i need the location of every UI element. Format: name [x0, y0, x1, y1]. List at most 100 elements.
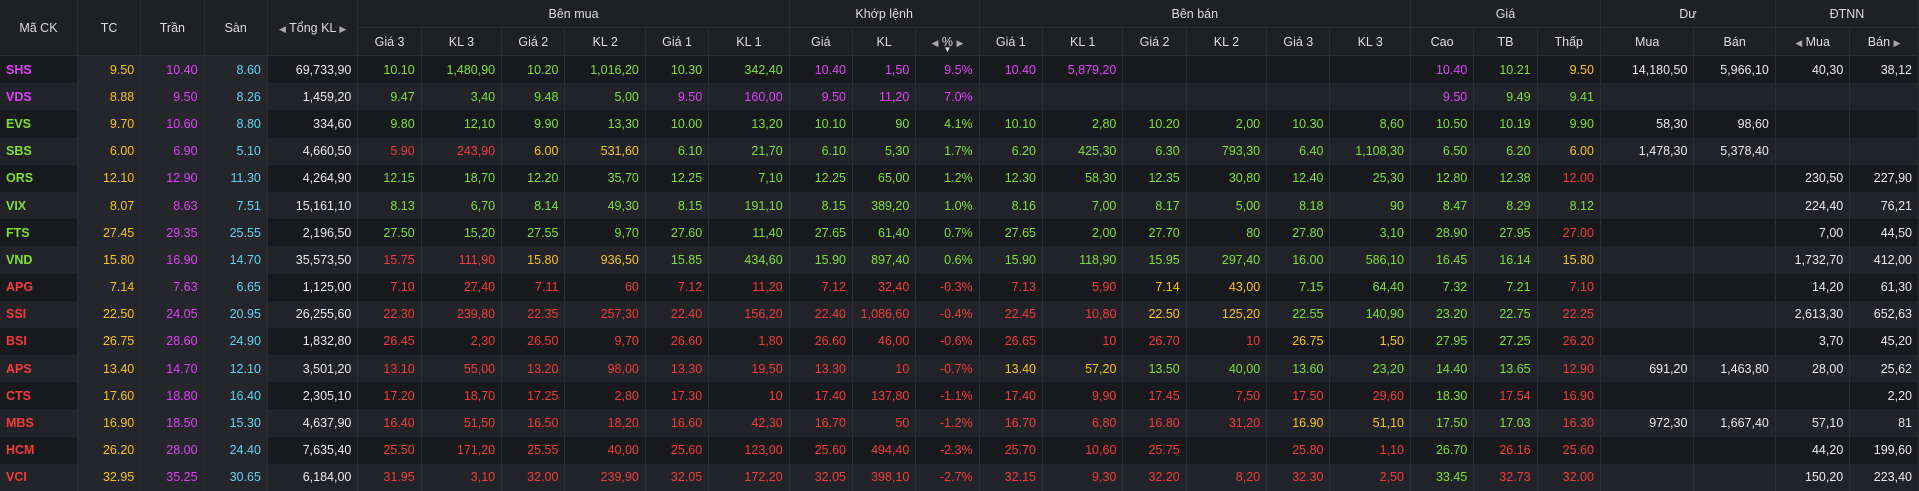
- col-header-sell-gia-3[interactable]: Giá 3: [1267, 28, 1330, 56]
- match-kl-cell: 11,20: [852, 83, 915, 110]
- col-header-buy-gia-2[interactable]: Giá 2: [502, 28, 565, 56]
- symbol-cell[interactable]: ORS: [0, 165, 77, 192]
- symbol-cell[interactable]: VND: [0, 246, 77, 273]
- sell-gia-3-cell: 16.00: [1267, 246, 1330, 273]
- symbol-cell[interactable]: CTS: [0, 382, 77, 409]
- match-gia-cell: 27.65: [789, 219, 852, 246]
- col-header-match-gia[interactable]: Giá: [789, 28, 852, 56]
- match-kl-cell: 10: [852, 355, 915, 382]
- arrow-right-icon[interactable]: ▶: [957, 38, 964, 48]
- col-header-du-mua[interactable]: Mua: [1600, 28, 1694, 56]
- buy-gia-3-cell: 9.47: [358, 83, 421, 110]
- col-header-buy-kl-2[interactable]: KL 2: [565, 28, 645, 56]
- col-header-tran[interactable]: Trần: [141, 0, 204, 56]
- col-header-sell-gia-1[interactable]: Giá 1: [979, 28, 1042, 56]
- symbol-cell[interactable]: VDS: [0, 83, 77, 110]
- sell-kl-3-cell: 586,10: [1330, 246, 1410, 273]
- match-kl-cell: 46,00: [852, 328, 915, 355]
- col-header-match-kl[interactable]: KL: [852, 28, 915, 56]
- col-header-san[interactable]: Sàn: [204, 0, 267, 56]
- match-gia-cell: 17.40: [789, 382, 852, 409]
- symbol-cell[interactable]: SHS: [0, 56, 77, 84]
- col-header-dtnn-ban-label: Bán: [1868, 35, 1890, 49]
- buy-gia-3-cell: 7.10: [358, 274, 421, 301]
- match-kl-cell: 5,30: [852, 138, 915, 165]
- buy-gia-1-cell: 17.30: [645, 382, 708, 409]
- symbol-cell[interactable]: MBS: [0, 409, 77, 436]
- col-header-sell-gia-2[interactable]: Giá 2: [1123, 28, 1186, 56]
- cao-cell: 33.45: [1410, 464, 1473, 491]
- col-header-dtnn-ban[interactable]: Bán ▶: [1850, 28, 1919, 56]
- symbol-cell[interactable]: SSI: [0, 301, 77, 328]
- col-header-match-percent[interactable]: ◀ % ▶ ▼: [916, 28, 979, 56]
- col-header-tc[interactable]: TC: [77, 0, 140, 56]
- col-header-ma-ck[interactable]: Mã CK: [0, 0, 77, 56]
- symbol-cell[interactable]: BSI: [0, 328, 77, 355]
- sell-kl-2-cell: 40,00: [1186, 355, 1266, 382]
- san-cell: 25.55: [204, 219, 267, 246]
- buy-kl-1-cell: 21,70: [709, 138, 789, 165]
- arrow-right-icon[interactable]: ▶: [1894, 38, 1901, 48]
- sell-gia-3-cell: 13.60: [1267, 355, 1330, 382]
- col-header-cao[interactable]: Cao: [1410, 28, 1473, 56]
- buy-kl-2-cell: 13,30: [565, 110, 645, 137]
- symbol-cell[interactable]: HCM: [0, 437, 77, 464]
- col-header-buy-kl-1[interactable]: KL 1: [709, 28, 789, 56]
- symbol-cell[interactable]: VIX: [0, 192, 77, 219]
- col-header-dtnn-mua[interactable]: ◀ Mua: [1775, 28, 1849, 56]
- sell-gia-3-cell: 8.18: [1267, 192, 1330, 219]
- col-header-buy-gia-1[interactable]: Giá 1: [645, 28, 708, 56]
- col-header-du-ban[interactable]: Bán: [1694, 28, 1775, 56]
- symbol-cell[interactable]: EVS: [0, 110, 77, 137]
- symbol-cell[interactable]: VCI: [0, 464, 77, 491]
- symbol-cell[interactable]: FTS: [0, 219, 77, 246]
- col-header-sell-kl-2[interactable]: KL 2: [1186, 28, 1266, 56]
- col-header-tb[interactable]: TB: [1474, 28, 1537, 56]
- thap-cell: 22.25: [1537, 301, 1600, 328]
- tc-cell: 32.95: [77, 464, 140, 491]
- du-mua-cell: [1600, 246, 1694, 273]
- arrow-left-icon[interactable]: ◀: [932, 38, 939, 48]
- buy-kl-2-cell: 35,70: [565, 165, 645, 192]
- col-header-buy-gia-3[interactable]: Giá 3: [358, 28, 421, 56]
- dtnn-ban-cell: 45,20: [1850, 328, 1919, 355]
- symbol-cell[interactable]: APS: [0, 355, 77, 382]
- cao-cell: 12.80: [1410, 165, 1473, 192]
- col-header-buy-kl-3[interactable]: KL 3: [421, 28, 501, 56]
- thap-cell: 9.41: [1537, 83, 1600, 110]
- dtnn-ban-cell: 199,60: [1850, 437, 1919, 464]
- tran-cell: 18.80: [141, 382, 204, 409]
- dtnn-ban-cell: 61,30: [1850, 274, 1919, 301]
- arrow-left-icon[interactable]: ◀: [1795, 38, 1802, 48]
- arrow-left-icon[interactable]: ◀: [279, 24, 286, 34]
- tran-cell: 18.50: [141, 409, 204, 436]
- col-header-sell-kl-3[interactable]: KL 3: [1330, 28, 1410, 56]
- tran-cell: 10.40: [141, 56, 204, 84]
- tb-cell: 12.38: [1474, 165, 1537, 192]
- buy-kl-2-cell: 98,00: [565, 355, 645, 382]
- symbol-cell[interactable]: APG: [0, 274, 77, 301]
- col-header-tong-kl[interactable]: ◀ Tổng KL ▶: [267, 0, 357, 56]
- col-header-thap[interactable]: Thấp: [1537, 28, 1600, 56]
- du-mua-cell: [1600, 301, 1694, 328]
- col-header-sell-kl-1[interactable]: KL 1: [1042, 28, 1122, 56]
- symbol-cell[interactable]: SBS: [0, 138, 77, 165]
- match-kl-cell: 50: [852, 409, 915, 436]
- arrow-right-icon[interactable]: ▶: [339, 24, 346, 34]
